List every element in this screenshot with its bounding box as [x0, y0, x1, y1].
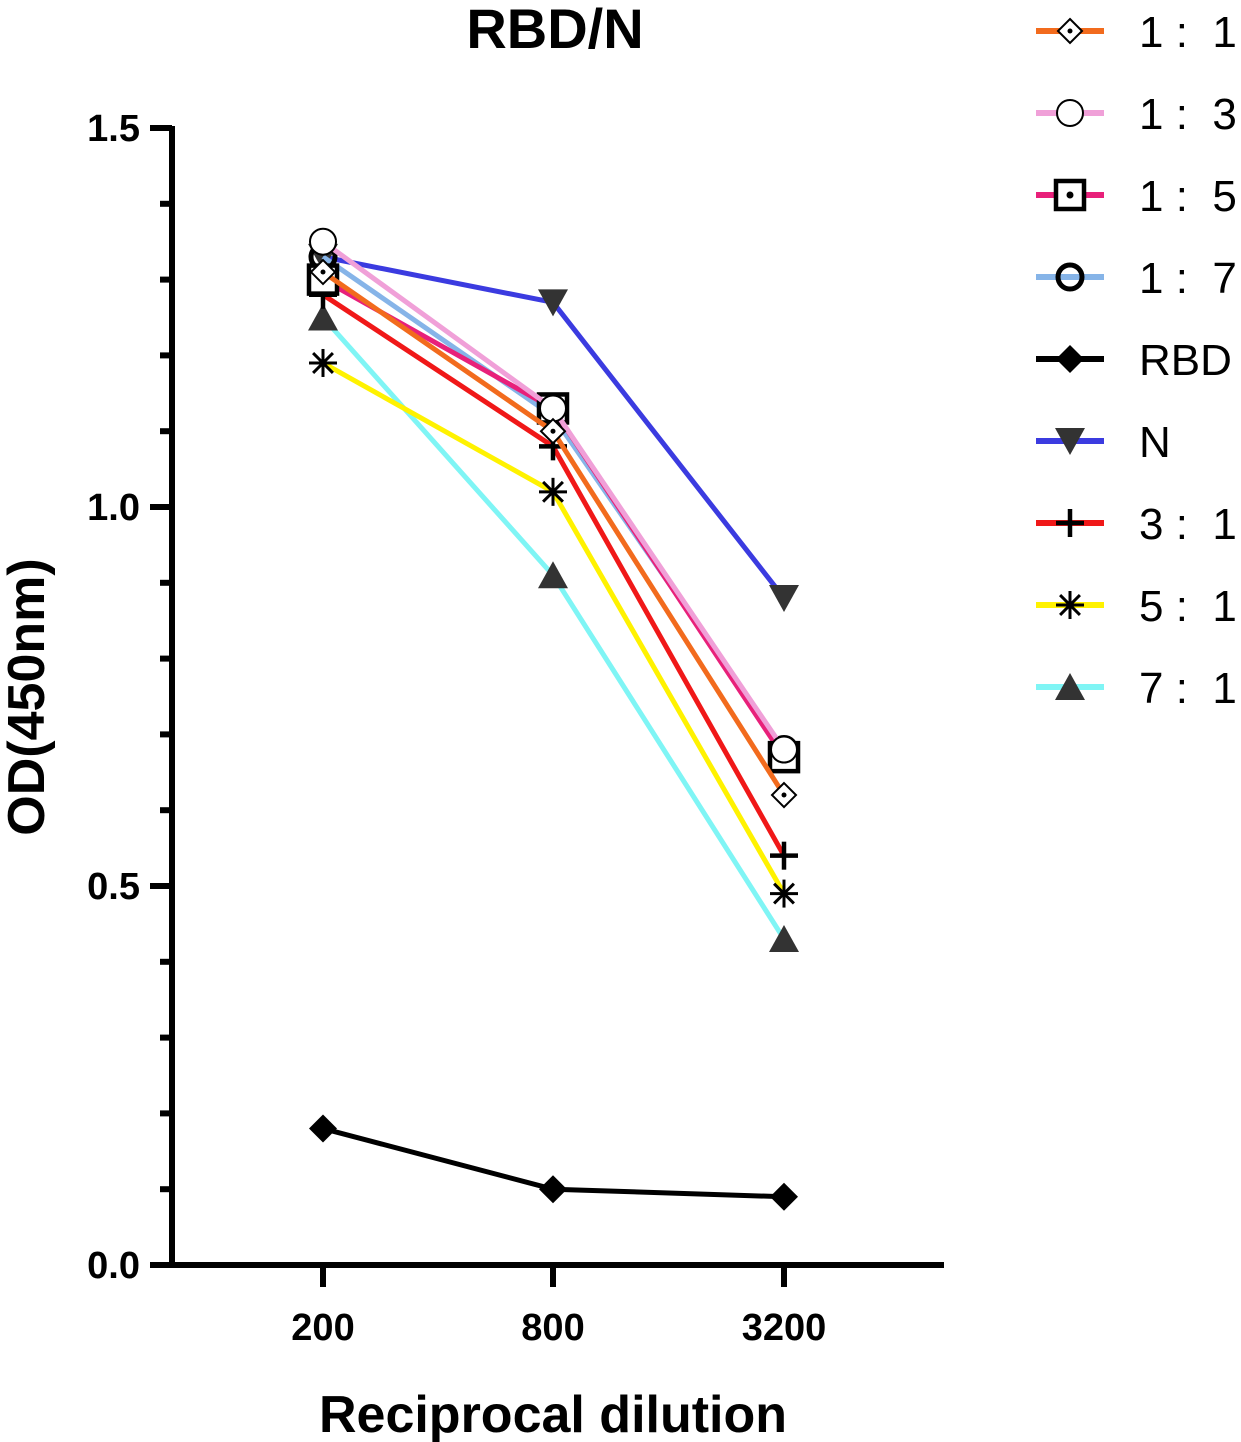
- legend-item: 1 : 3: [1036, 90, 1237, 139]
- x-tick-label: 3200: [742, 1307, 827, 1349]
- legend-marker: [1055, 262, 1085, 292]
- y-tick-label: 1.0: [87, 487, 140, 529]
- legend-marker: [1056, 591, 1084, 619]
- legend-label: 3 : 1: [1139, 500, 1237, 549]
- legend-marker: [1053, 178, 1087, 212]
- legend-marker: [1055, 428, 1085, 455]
- legend-label: 7 : 1: [1139, 664, 1237, 713]
- data-point: [770, 879, 798, 908]
- series-RBD: [309, 1114, 798, 1211]
- legend-item: 1 : 1: [1036, 8, 1237, 57]
- data-point: [770, 735, 798, 764]
- x-axis-label: Reciprocal dilution: [319, 1386, 787, 1442]
- data-point: [309, 348, 337, 377]
- legend-label: N: [1139, 418, 1171, 467]
- legend-item: 5 : 1: [1036, 582, 1237, 631]
- data-point: [770, 781, 798, 809]
- data-point: [539, 477, 567, 506]
- data-point: [539, 394, 567, 423]
- data-point: [539, 1175, 567, 1204]
- data-point: [309, 227, 337, 256]
- legend-marker: [1056, 17, 1084, 45]
- data-point: [769, 584, 799, 612]
- legend-item: N: [1036, 418, 1171, 467]
- legend-item: 7 : 1: [1036, 664, 1237, 713]
- y-tick-label: 1.5: [87, 108, 140, 150]
- data-point: [309, 258, 337, 286]
- legend-label: RBD: [1139, 336, 1232, 385]
- data-point: [538, 561, 568, 589]
- data-point: [538, 289, 568, 317]
- legend-marker: [1055, 673, 1085, 700]
- chart-title: RBD/N: [466, 0, 643, 60]
- data-point: [769, 925, 799, 953]
- data-point: [309, 1114, 337, 1143]
- legend-label: 5 : 1: [1139, 582, 1237, 631]
- legend-item: RBD: [1036, 336, 1232, 385]
- y-axis-label: OD(450nm): [0, 558, 56, 835]
- series-5-1: [309, 348, 798, 908]
- legend-item: 3 : 1: [1036, 500, 1237, 549]
- axes: [169, 126, 944, 1268]
- legend-label: 1 : 1: [1139, 8, 1237, 57]
- data-point: [770, 841, 798, 870]
- series-layer: [306, 227, 801, 1211]
- x-tick-label: 200: [291, 1307, 354, 1349]
- y-ticks: 0.0 0.5 1.0 1.5: [87, 108, 172, 1287]
- legend-item: 1 : 5: [1036, 172, 1237, 221]
- legend-label: 1 : 5: [1139, 172, 1237, 221]
- legend-label: 1 : 3: [1139, 90, 1237, 139]
- series-1-1: [309, 258, 798, 809]
- series-line: [321, 269, 787, 797]
- legend: 1 : 1 1 : 3 1 : 5 1 : 7 RBD N 3 : 1 5 : 1 7 : 1: [1036, 8, 1237, 713]
- data-point: [770, 1182, 798, 1211]
- legend-marker: [1056, 345, 1084, 373]
- legend-marker: [1056, 509, 1084, 537]
- legend-label: 1 : 7: [1139, 254, 1237, 303]
- legend-marker: [1056, 99, 1084, 127]
- x-tick-label: 800: [521, 1307, 584, 1349]
- x-ticks: 200 800 3200: [291, 1265, 826, 1349]
- data-point: [308, 303, 338, 331]
- legend-item: 1 : 7: [1036, 254, 1237, 303]
- data-point: [539, 417, 567, 445]
- y-tick-label: 0.5: [87, 866, 140, 908]
- series-1-3: [309, 227, 798, 764]
- y-tick-label: 0.0: [87, 1245, 140, 1287]
